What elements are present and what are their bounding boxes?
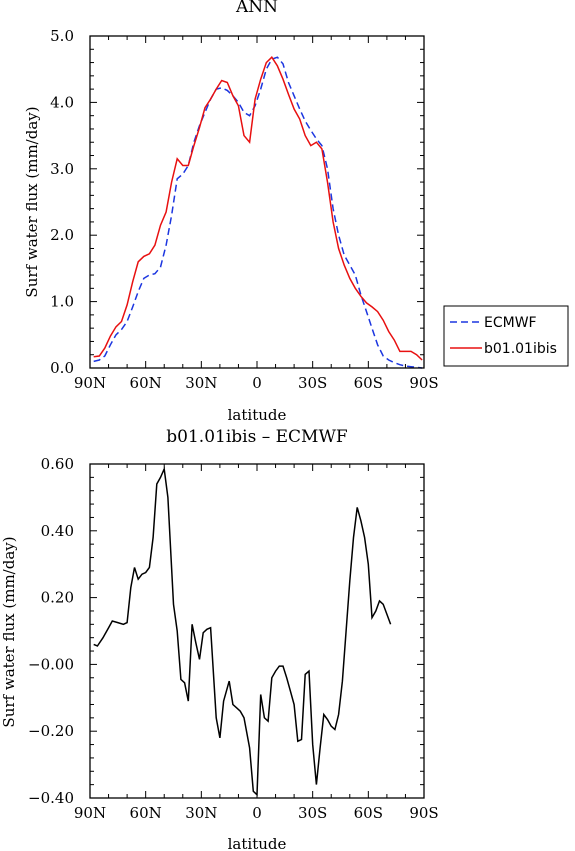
series-line-ecmwf bbox=[93, 56, 423, 369]
chart-top-legend: ECMWF b01.01ibis bbox=[443, 305, 569, 367]
chart-top-ticks bbox=[89, 35, 425, 369]
x-tick-label: 30N bbox=[185, 374, 217, 392]
x-tick-label: 90S bbox=[409, 374, 438, 392]
chart-bottom-y-axis-label: Surf water flux (mm/day) bbox=[0, 536, 18, 727]
y-tick-label: 0.40 bbox=[41, 522, 74, 540]
chart-bottom-series-group bbox=[93, 466, 392, 797]
chart-top-x-tick-labels: 90N 60N 30N 0 30S 60S 90S bbox=[74, 374, 439, 392]
x-tick-label: 60S bbox=[354, 804, 383, 822]
chart-bottom: b01.01ibis – ECMWF 90N 60N 30N 0 30S 60S 90S −… bbox=[0, 427, 439, 851]
chart-top-title: ANN bbox=[235, 0, 278, 17]
y-tick-label: 1.0 bbox=[50, 293, 74, 311]
x-tick-label: 90S bbox=[409, 804, 438, 822]
legend-box bbox=[443, 305, 569, 367]
y-tick-label: −0.40 bbox=[28, 789, 74, 807]
chart-bottom-x-tick-labels: 90N 60N 30N 0 30S 60S 90S bbox=[74, 804, 439, 822]
x-tick-label: 30S bbox=[298, 804, 327, 822]
chart-bottom-title: b01.01ibis – ECMWF bbox=[166, 427, 348, 447]
y-tick-label: 5.0 bbox=[50, 27, 74, 45]
x-tick-label: 30S bbox=[298, 374, 327, 392]
chart-bottom-x-axis-label: latitude bbox=[228, 835, 287, 851]
x-tick-label: 60S bbox=[354, 374, 383, 392]
chart-top: ANN 90N 60N 30N 0 30S 60S 90S 0.0 1.0 2.0 3.0 4.0 5… bbox=[23, 0, 569, 424]
chart-top-series-group bbox=[93, 56, 423, 369]
x-tick-label: 60N bbox=[130, 804, 162, 822]
chart-bottom-y-tick-labels: −0.40 −0.20 −0.00 0.20 0.40 0.60 bbox=[28, 455, 74, 807]
chart-bottom-plot-frame bbox=[89, 463, 425, 799]
x-tick-label: 30N bbox=[185, 804, 217, 822]
y-tick-label: −0.00 bbox=[28, 655, 74, 673]
legend-label-ecmwf: ECMWF bbox=[484, 315, 537, 331]
y-tick-label: 0.20 bbox=[41, 589, 74, 607]
x-tick-label: 60N bbox=[130, 374, 162, 392]
x-tick-label: 90N bbox=[74, 804, 106, 822]
y-tick-label: 4.0 bbox=[50, 93, 74, 111]
chart-top-x-axis-label: latitude bbox=[228, 406, 287, 424]
x-tick-label: 0 bbox=[252, 374, 262, 392]
chart-top-y-tick-labels: 0.0 1.0 2.0 3.0 4.0 5.0 bbox=[50, 27, 74, 377]
y-tick-label: −0.20 bbox=[28, 722, 74, 740]
y-tick-label: 0.60 bbox=[41, 455, 74, 473]
x-tick-label: 90N bbox=[74, 374, 106, 392]
y-tick-label: 0.0 bbox=[50, 359, 74, 377]
chart-bottom-ticks bbox=[89, 463, 425, 799]
series-line-b01-01ibis bbox=[93, 56, 423, 361]
y-tick-label: 3.0 bbox=[50, 160, 74, 178]
y-tick-label: 2.0 bbox=[50, 226, 74, 244]
legend-label-b01-01ibis: b01.01ibis bbox=[484, 341, 557, 357]
series-line-difference bbox=[93, 466, 392, 797]
chart-top-y-axis-label: Surf water flux (mm/day) bbox=[23, 106, 41, 297]
chart-top-plot-frame bbox=[89, 35, 425, 369]
x-tick-label: 0 bbox=[252, 804, 262, 822]
